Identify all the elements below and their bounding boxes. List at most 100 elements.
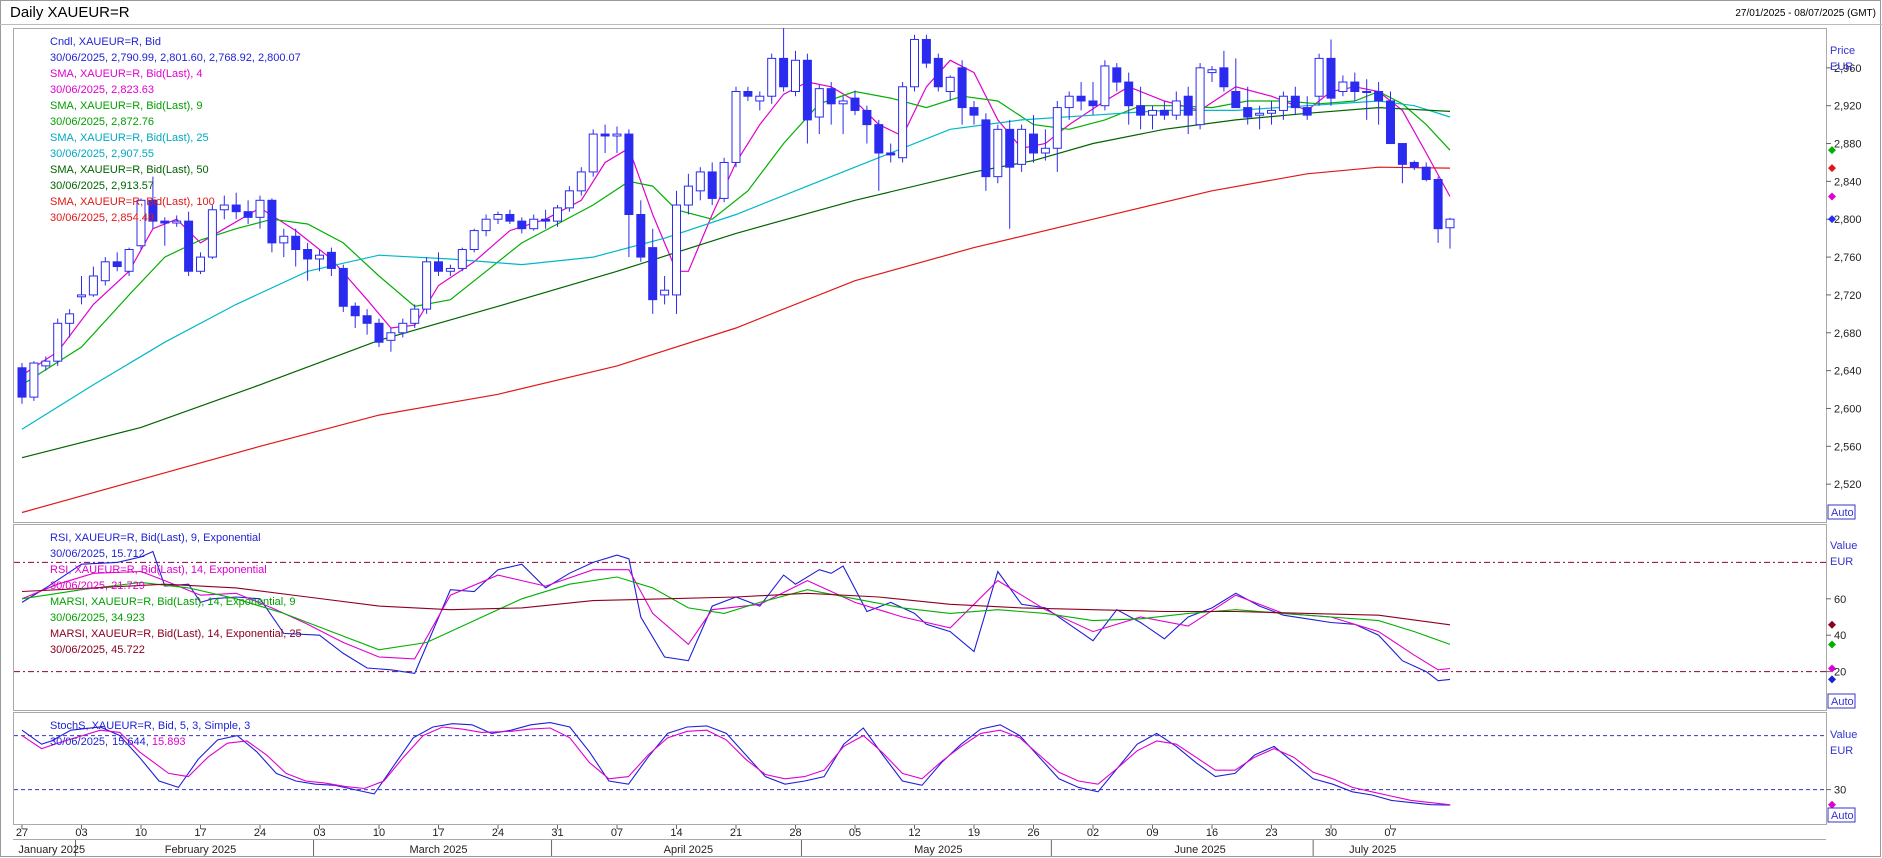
candle-up: [315, 254, 324, 260]
price-tick-label: 2,960: [1834, 63, 1862, 75]
time-tick-label: 09: [1146, 827, 1158, 839]
time-tick-label: 07: [1384, 827, 1396, 839]
candle-up: [1195, 67, 1205, 126]
candle-up: [1338, 81, 1348, 92]
candle-up: [719, 161, 729, 199]
candle-down: [184, 220, 194, 272]
legend-rsi9-name: RSI, XAUEUR=R, Bid(Last), 9, Exponential: [50, 532, 261, 544]
candle-down: [1219, 67, 1229, 88]
candle-up: [1040, 147, 1050, 154]
rsi-marker: [1828, 620, 1836, 629]
candle-down: [1302, 107, 1312, 116]
price-marker: [1828, 164, 1836, 173]
candle-up: [481, 218, 491, 232]
candle-up: [576, 171, 586, 192]
candle-down: [921, 38, 931, 64]
stoch-tick-label: 30: [1834, 785, 1846, 797]
candle-down: [1350, 81, 1360, 92]
candle-up: [1100, 65, 1110, 107]
price-tick-label: 2,640: [1834, 366, 1862, 378]
candle-up: [1278, 95, 1288, 111]
candle-down: [624, 133, 634, 215]
candle-up: [564, 190, 574, 209]
price-tick-label: 2,760: [1834, 252, 1862, 264]
price-tick-label: 2,880: [1834, 139, 1862, 151]
legend-marsi9-value: 30/06/2025, 34.923: [50, 612, 145, 624]
legend-sma100-name: SMA, XAUEUR=R, Bid(Last), 100: [50, 196, 215, 208]
legend-stoch-name: StochS, XAUEUR=R, Bid, 5, 3, Simple, 3: [50, 720, 250, 732]
time-tick-label: 28: [789, 827, 801, 839]
stoch-lines: [21, 722, 1836, 809]
candle-up: [77, 294, 86, 298]
candle-down: [779, 57, 789, 88]
legend-stoch-date: 30/06/2025,: [50, 736, 108, 748]
candle-up: [219, 204, 229, 211]
candle-up: [1171, 100, 1181, 116]
legend-stoch-k: 15.644: [112, 736, 146, 748]
candle-up: [445, 267, 455, 272]
sma-4-line: [21, 59, 1451, 376]
legend-marsi25-value: 30/06/2025, 45.722: [50, 644, 145, 656]
candle-down: [933, 57, 943, 88]
candle-down: [1159, 109, 1169, 116]
candle-down: [1029, 133, 1038, 154]
legend-sma25-value: 30/06/2025, 2,907.55: [50, 148, 154, 160]
candle-up: [29, 362, 39, 398]
price-auto-button[interactable]: [1827, 504, 1856, 520]
candle-down: [326, 251, 336, 269]
candle-down: [338, 267, 348, 307]
time-tick-label: 23: [1265, 827, 1277, 839]
rsi-marker: [1828, 640, 1836, 649]
candle-up: [65, 313, 75, 324]
price-tick-label: 2,560: [1834, 441, 1862, 453]
legend-rsi14-value: 30/06/2025, 21.729: [50, 580, 145, 592]
month-label: March 2025: [409, 844, 467, 856]
stoch-auto-button[interactable]: [1827, 807, 1856, 823]
marsi-9-line: [21, 576, 1451, 651]
sma-9-line: [21, 90, 1451, 386]
rsi-tick-label: 20: [1834, 667, 1846, 679]
candle-down: [802, 59, 812, 121]
candle-down: [17, 367, 27, 398]
legend-stoch-d: 15.893: [152, 736, 186, 748]
stoch-auto-label: Auto: [1831, 810, 1854, 822]
rsi-auto-button[interactable]: [1827, 693, 1856, 709]
candle-up: [100, 261, 110, 282]
marsi-25-line: [21, 583, 1451, 626]
candle-up: [1255, 112, 1265, 116]
time-tick-label: 17: [194, 827, 206, 839]
candle-down: [743, 91, 753, 97]
legend-sma100-value: 30/06/2025, 2,854.49: [50, 212, 154, 224]
candle-down: [291, 235, 301, 251]
candle-down: [636, 214, 646, 258]
candle-up: [1017, 128, 1027, 165]
candle-down: [1076, 95, 1086, 102]
candle-down: [160, 220, 170, 224]
candle-up: [672, 204, 681, 296]
rsi-axis-ticks: 20 40 60: [14, 561, 1846, 679]
rsi-9-line: [21, 550, 1451, 682]
candle-up: [898, 86, 908, 159]
candle-down: [1433, 178, 1443, 230]
price-tick-label: 2,840: [1834, 176, 1862, 188]
candle-up: [457, 249, 467, 269]
candle-up: [945, 76, 955, 93]
chart-title: Daily XAUEUR=R: [10, 4, 130, 21]
candle-up: [767, 57, 777, 97]
candle-down: [862, 109, 872, 126]
stoch-panel-frame: [13, 712, 1827, 825]
price-marker: [1828, 215, 1836, 224]
candle-down: [374, 322, 384, 343]
candle-up: [838, 100, 848, 105]
time-tick-label: 12: [908, 827, 920, 839]
price-axis-unit: EUR: [1830, 61, 1853, 73]
candle-up: [910, 38, 919, 88]
legend-sma9-name: SMA, XAUEUR=R, Bid(Last), 9: [50, 100, 203, 112]
stoch-axis-unit: EUR: [1830, 745, 1853, 757]
time-tick-label: 21: [730, 827, 742, 839]
candle-up: [660, 289, 670, 296]
candle-down: [1243, 107, 1253, 118]
candle-down: [1088, 100, 1098, 107]
time-tick-label: 14: [670, 827, 682, 839]
